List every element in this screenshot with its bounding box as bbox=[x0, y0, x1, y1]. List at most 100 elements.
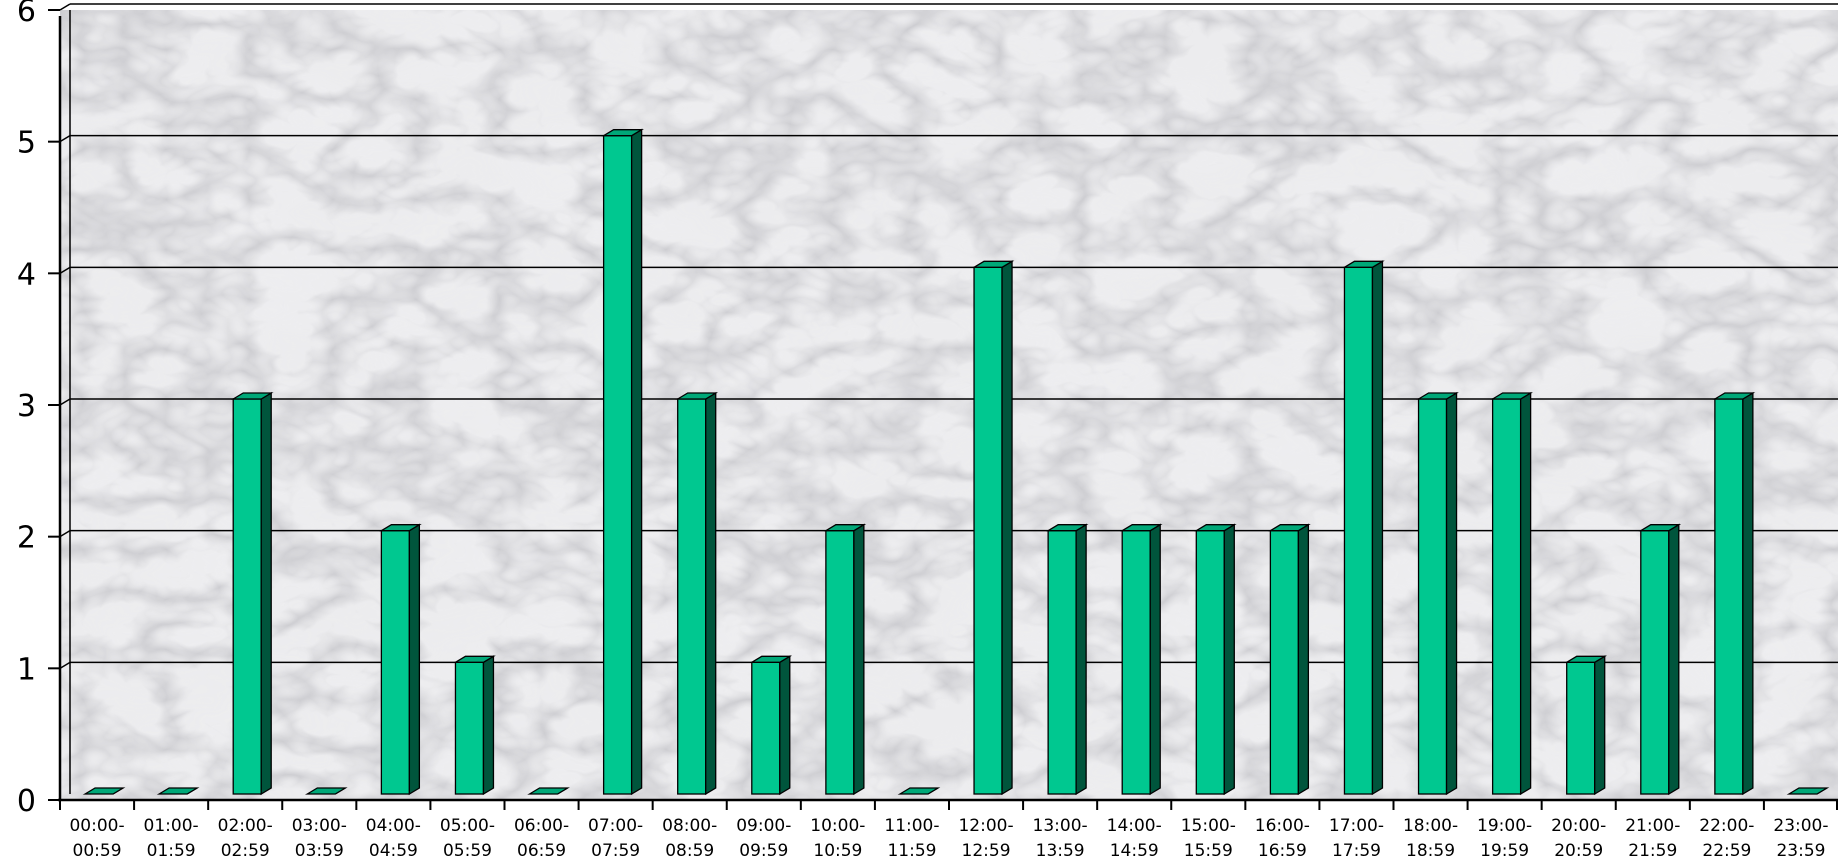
bar-front bbox=[677, 398, 707, 795]
bar-front bbox=[1195, 530, 1225, 795]
x-axis: 00:00-00:5901:00-01:5902:00-02:5903:00-0… bbox=[58, 798, 1838, 861]
x-tick-label-line: 19:00- bbox=[1477, 816, 1532, 836]
bar-top bbox=[453, 655, 496, 663]
bar bbox=[1342, 260, 1385, 796]
bar bbox=[1193, 523, 1237, 796]
bar-side bbox=[853, 523, 865, 796]
x-tick-label: 20:00- 20:59 bbox=[1551, 816, 1606, 861]
bar-top bbox=[971, 260, 1015, 268]
bar bbox=[1119, 523, 1163, 796]
x-tick-label-line: 23:00- bbox=[1773, 816, 1828, 836]
x-tick-label-line: 05:00- bbox=[440, 816, 495, 836]
bar bbox=[1564, 655, 1608, 796]
bar-top bbox=[1342, 260, 1385, 268]
x-tick-label-line: 17:59 bbox=[1332, 841, 1381, 861]
bar bbox=[1638, 523, 1682, 796]
x-tick-label-line: 06:59 bbox=[517, 841, 566, 861]
bar bbox=[1416, 391, 1459, 796]
bar-side bbox=[705, 391, 717, 796]
x-tick-label-line: 09:59 bbox=[739, 841, 788, 861]
bar bbox=[675, 391, 719, 796]
bar-front bbox=[825, 530, 855, 795]
bar-side bbox=[408, 523, 421, 796]
x-tick-label-line: 21:00- bbox=[1625, 816, 1680, 836]
x-tick-label: 17:00- 17:59 bbox=[1329, 816, 1384, 861]
bar bbox=[1268, 523, 1311, 796]
bar-top bbox=[1416, 392, 1459, 400]
bar-front bbox=[1566, 661, 1596, 795]
bar-top bbox=[230, 392, 274, 400]
x-tick-label-line: 02:00- bbox=[218, 816, 273, 836]
bar bbox=[453, 655, 496, 796]
x-tick-label-line: 16:59 bbox=[1258, 841, 1307, 861]
x-tick-label-line: 08:59 bbox=[665, 841, 714, 861]
x-tick-label: 07:00- 07:59 bbox=[588, 816, 643, 861]
bar-top bbox=[379, 524, 422, 532]
x-tick-label: 08:00- 08:59 bbox=[662, 816, 717, 861]
bar-front bbox=[232, 398, 262, 795]
x-tick-label-line: 01:59 bbox=[147, 841, 196, 861]
x-tick-label-line: 07:00- bbox=[588, 816, 643, 836]
bar-front bbox=[1121, 530, 1151, 795]
bar-top bbox=[897, 787, 941, 795]
x-tick-label-line: 04:59 bbox=[369, 841, 418, 861]
x-tick-label: 16:00- 16:59 bbox=[1255, 816, 1310, 861]
x-tick-label-line: 03:59 bbox=[295, 841, 344, 861]
bar-top bbox=[823, 524, 867, 532]
x-tick-label: 06:00- 06:59 bbox=[514, 816, 569, 861]
x-tick-label: 09:00- 09:59 bbox=[736, 816, 791, 861]
x-tick-label-line: 20:59 bbox=[1554, 841, 1603, 861]
bar bbox=[1490, 391, 1533, 796]
bar-top bbox=[1268, 524, 1311, 532]
bar-side bbox=[1742, 391, 1754, 796]
bar bbox=[82, 787, 126, 795]
x-tick-label-line: 02:59 bbox=[221, 841, 270, 861]
bar bbox=[601, 128, 644, 796]
x-tick-label-line: 19:59 bbox=[1480, 841, 1529, 861]
x-tick-label: 01:00- 01:59 bbox=[144, 816, 199, 861]
bar-top bbox=[1490, 392, 1533, 400]
x-tick-label: 19:00- 19:59 bbox=[1477, 816, 1532, 861]
bar-top bbox=[675, 392, 719, 400]
gridline-join bbox=[59, 398, 71, 406]
bar-top bbox=[1786, 787, 1830, 795]
bar bbox=[304, 787, 348, 795]
x-tick-label-line: 16:00- bbox=[1255, 816, 1310, 836]
bar-top bbox=[1564, 655, 1608, 663]
x-tick-label-line: 03:00- bbox=[292, 816, 347, 836]
gridline-join bbox=[59, 135, 71, 143]
x-tick-label: 13:00- 13:59 bbox=[1033, 816, 1088, 861]
x-tick-label: 12:00- 12:59 bbox=[958, 816, 1013, 861]
x-tick-label-line: 23:59 bbox=[1776, 841, 1825, 861]
x-tick-label: 11:00- 11:59 bbox=[884, 816, 939, 861]
x-tick-label-line: 11:59 bbox=[887, 841, 936, 861]
x-tick-label-line: 13:00- bbox=[1033, 816, 1088, 836]
bar-top bbox=[1712, 392, 1756, 400]
x-tick-label: 10:00- 10:59 bbox=[810, 816, 865, 861]
x-tick-label: 05:00- 05:59 bbox=[440, 816, 495, 861]
bar bbox=[823, 523, 867, 796]
gridline-join bbox=[59, 266, 71, 274]
x-tick-label: 21:00- 21:59 bbox=[1625, 816, 1680, 861]
bar-front bbox=[1640, 530, 1670, 795]
x-tick-label-line: 05:59 bbox=[443, 841, 492, 861]
bar-side bbox=[1371, 260, 1384, 796]
bar-top bbox=[304, 787, 348, 795]
x-tick-label-line: 00:59 bbox=[73, 841, 122, 861]
x-tick-label-line: 10:59 bbox=[813, 841, 862, 861]
gridline-join bbox=[59, 530, 71, 538]
gridline-join bbox=[59, 661, 71, 669]
bar-front bbox=[1047, 530, 1077, 795]
x-tick-label-line: 14:00- bbox=[1107, 816, 1162, 836]
bar-top bbox=[1119, 524, 1163, 532]
bar-top bbox=[601, 129, 644, 137]
x-tick-label-line: 15:59 bbox=[1184, 841, 1233, 861]
bar-side bbox=[630, 128, 643, 796]
bar bbox=[897, 787, 941, 795]
bars bbox=[82, 128, 1830, 796]
gridline-join bbox=[59, 3, 71, 11]
y-tick-label: 1 bbox=[17, 652, 36, 687]
x-tick-label-line: 22:59 bbox=[1702, 841, 1751, 861]
x-tick-label-line: 10:00- bbox=[810, 816, 865, 836]
